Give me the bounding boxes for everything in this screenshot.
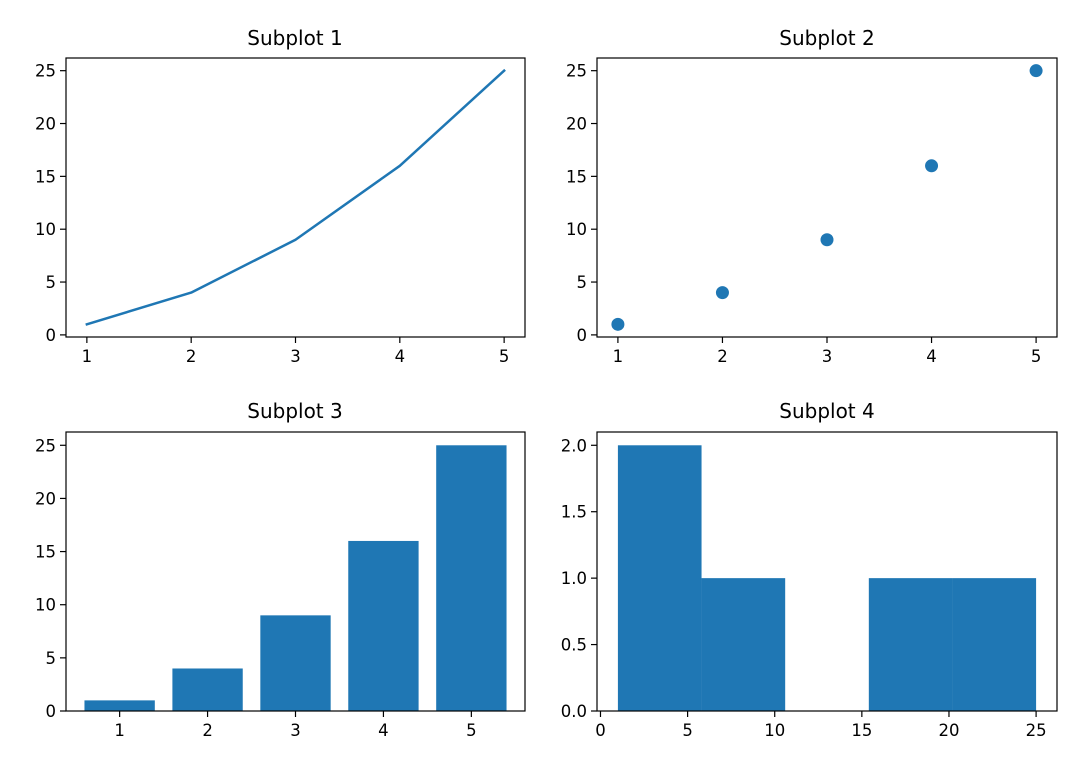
subplot-2-point-3 [820,233,834,247]
subplot-1-xtick-label: 1 [82,347,93,366]
subplot-3-xtick-label: 3 [290,721,301,740]
subplot-3-ytick-label: 0 [46,702,57,721]
subplot-2-xtick-label: 1 [613,347,624,366]
subplot-2-ytick-label: 15 [566,167,587,186]
subplot-3-ytick-label: 10 [35,596,56,615]
subplot-2-ytick-label: 25 [566,62,587,81]
subplot-1-ytick-label: 25 [35,62,56,81]
subplot-1-xtick-label: 3 [290,347,301,366]
subplot-4-title: Subplot 4 [779,399,874,423]
subplot-3-ytick-label: 5 [46,649,57,668]
subplot-3-xtick-label: 1 [114,721,125,740]
subplot-4-frame [596,431,1058,712]
subplot-1-ytick-label: 20 [35,115,56,134]
subplot-1-ytick-label: 10 [35,220,56,239]
subplot-4-xtick-label: 5 [682,721,693,740]
subplot-3-bar-4 [348,540,419,711]
subplot-2-ytick-label: 20 [566,115,587,134]
subplot-4-ytick-label: 0.5 [561,636,587,655]
subplot-3-title: Subplot 3 [247,399,342,423]
subplot-1-ytick-label: 5 [46,273,57,292]
subplot-1: Subplot 1 1 2 3 4 5 0 5 10 15 20 25 [35,26,526,366]
subplot-1-ytick-label: 0 [46,326,57,345]
subplot-1-xtick-label: 4 [395,347,406,366]
subplot-4-xtick-label: 10 [764,721,785,740]
subplot-2-frame [596,57,1058,338]
subplot-4-bin-2 [701,578,786,711]
subplot-4-ytick-label: 0.0 [561,702,587,721]
subplot-4-xtick-label: 20 [938,721,959,740]
subplot-1-xtick-label: 2 [186,347,197,366]
subplot-2: Subplot 2 1 2 3 4 5 0 5 10 15 20 25 [566,26,1058,366]
subplot-1-ytick-label: 15 [35,167,56,186]
subplot-2-ytick-label: 5 [577,273,588,292]
subplot-4-xtick-label: 25 [1026,721,1047,740]
subplot-4-bin-4 [868,578,953,711]
subplot-2-point-1 [611,317,625,331]
subplot-4-xtick-label: 15 [851,721,872,740]
subplot-3-xtick-label: 5 [466,721,477,740]
subplot-1-xtick-label: 5 [499,347,510,366]
subplot-4-ytick-label: 2.0 [561,436,587,455]
subplot-2-xtick-label: 3 [822,347,833,366]
subplot-3-bar-3 [260,615,331,711]
subplot-3-bar-5 [436,445,507,711]
subplot-4-ytick-label: 1.0 [561,569,587,588]
subplot-4: Subplot 4 0 5 10 15 20 25 0.0 0.5 1.0 1.5 2.0 [561,399,1058,740]
subplot-4-bin-1 [617,445,702,711]
subplot-4-bin-5 [952,578,1037,711]
subplot-2-xtick-label: 5 [1031,347,1042,366]
subplot-3-bar-2 [172,668,243,711]
subplot-2-point-5 [1029,64,1043,78]
subplot-3-bar-1 [84,700,155,711]
subplot-3: Subplot 3 1 2 3 4 5 0 5 10 15 20 25 [35,399,526,740]
subplot-2-xtick-label: 2 [717,347,728,366]
subplot-4-xtick-label: 0 [595,721,606,740]
subplot-4-ytick-label: 1.5 [561,503,587,522]
subplot-2-point-2 [715,286,729,300]
subplot-2-title: Subplot 2 [779,26,874,50]
subplot-2-ytick-label: 0 [577,326,588,345]
subplot-1-line [85,68,506,326]
subplot-2-xtick-label: 4 [926,347,937,366]
subplot-3-ytick-label: 25 [35,436,56,455]
subplot-1-frame [65,57,526,338]
subplot-3-ytick-label: 20 [35,489,56,508]
subplot-1-title: Subplot 1 [247,26,342,50]
subplot-3-xtick-label: 2 [202,721,213,740]
subplot-3-ytick-label: 15 [35,543,56,562]
subplot-3-xtick-label: 4 [378,721,389,740]
subplot-2-point-4 [925,159,939,173]
subplot-2-ytick-label: 10 [566,220,587,239]
